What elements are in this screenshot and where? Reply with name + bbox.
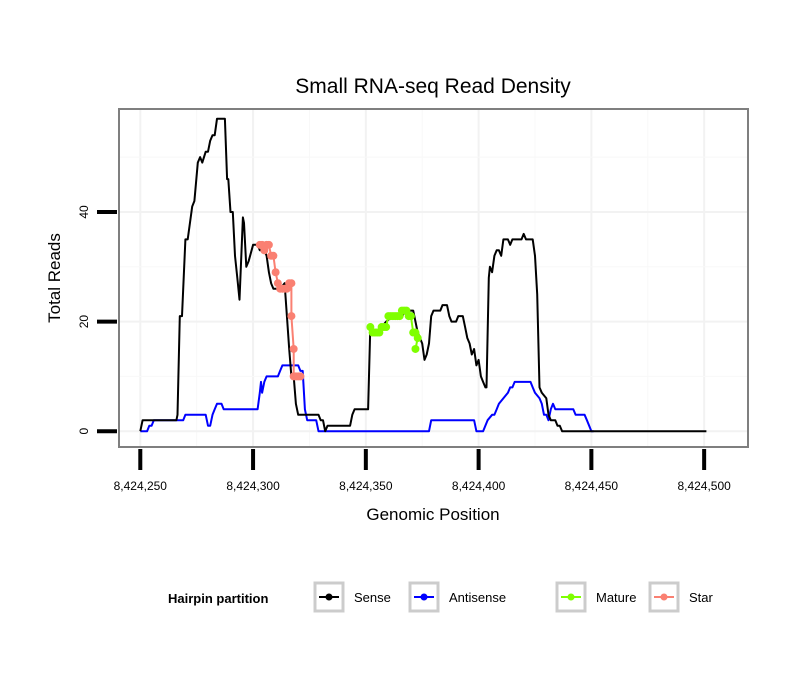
series-layer bbox=[139, 117, 707, 433]
series-line-antisense bbox=[140, 364, 594, 433]
legend-label: Antisense bbox=[449, 590, 506, 605]
x-tick-label: 8,424,300 bbox=[226, 479, 280, 493]
y-tick-label: 20 bbox=[77, 315, 91, 329]
data-point-star bbox=[269, 251, 278, 260]
legend-item-antisense[interactable]: Antisense bbox=[408, 581, 506, 613]
data-point-star bbox=[289, 344, 298, 353]
data-point-star bbox=[287, 312, 296, 321]
grid-lines bbox=[120, 110, 747, 446]
legend-key-marker bbox=[420, 593, 428, 601]
y-axis-title: Total Reads bbox=[45, 233, 64, 323]
x-tick-label: 8,424,250 bbox=[114, 479, 168, 493]
data-point-star bbox=[296, 372, 305, 381]
data-point-mature bbox=[382, 323, 391, 332]
series-antisense bbox=[140, 364, 594, 433]
plot-panel bbox=[118, 108, 749, 448]
legend-label: Sense bbox=[354, 590, 391, 605]
legend-title: Hairpin partition bbox=[168, 591, 268, 606]
data-point-mature bbox=[413, 334, 422, 343]
data-point-mature bbox=[411, 344, 420, 353]
series-star bbox=[255, 240, 305, 381]
x-axis-title: Genomic Position bbox=[366, 505, 499, 524]
y-tick-label: 40 bbox=[77, 205, 91, 219]
legend-item-sense[interactable]: Sense bbox=[313, 581, 391, 613]
x-tick-label: 8,424,450 bbox=[565, 479, 619, 493]
data-point-star bbox=[264, 240, 273, 249]
legend: Hairpin partition Sense Antisense Mature St… bbox=[168, 581, 714, 613]
x-axis: 8,424,250 8,424,300 8,424,350 8,424,400 8,42… bbox=[114, 449, 731, 493]
x-tick-label: 8,424,500 bbox=[677, 479, 731, 493]
legend-item-star[interactable]: Star bbox=[648, 581, 714, 613]
legend-key-marker bbox=[567, 593, 575, 601]
chart-title: Small RNA-seq Read Density bbox=[295, 75, 571, 98]
data-point-mature bbox=[406, 312, 415, 321]
legend-label: Star bbox=[689, 590, 714, 605]
x-tick-label: 8,424,400 bbox=[452, 479, 506, 493]
series-mature bbox=[366, 306, 422, 353]
data-point-star bbox=[271, 268, 280, 277]
y-tick-label: 0 bbox=[77, 428, 91, 435]
x-tick-label: 8,424,350 bbox=[339, 479, 393, 493]
legend-key-marker bbox=[325, 593, 333, 601]
data-point-star bbox=[287, 279, 296, 288]
legend-key-marker bbox=[660, 593, 668, 601]
legend-label: Mature bbox=[596, 590, 636, 605]
legend-item-mature[interactable]: Mature bbox=[555, 581, 636, 613]
y-axis: 0 20 40 bbox=[77, 205, 117, 435]
